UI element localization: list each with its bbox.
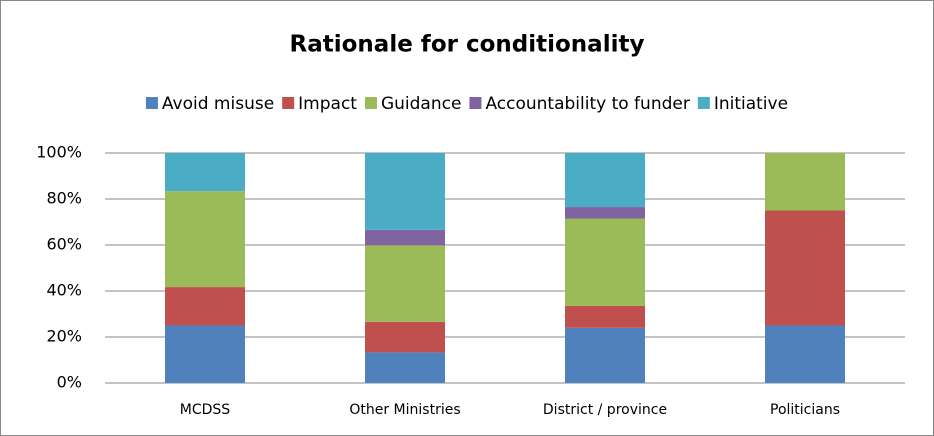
bar-segment xyxy=(765,325,845,383)
bar-segment xyxy=(765,153,845,211)
x-tick-label: Other Ministries xyxy=(349,402,460,418)
y-tick-label: 100% xyxy=(36,143,82,162)
bar-segment xyxy=(565,305,645,328)
legend-swatch xyxy=(469,97,482,109)
x-tick-label: Politicians xyxy=(770,402,840,418)
bar-segment xyxy=(165,153,245,192)
y-tick-label: 0% xyxy=(57,373,82,392)
legend-swatch xyxy=(364,97,377,109)
y-tick-label: 20% xyxy=(46,327,82,346)
bar-segment xyxy=(565,327,645,383)
y-tick-label: 40% xyxy=(46,281,82,300)
bar-segment xyxy=(365,321,445,353)
bar-segment xyxy=(165,325,245,383)
legend-label: Guidance xyxy=(381,94,461,114)
legend-swatch xyxy=(282,97,295,109)
bar-segment xyxy=(165,191,245,288)
legend-label: Impact xyxy=(298,94,357,114)
x-tick-label: MCDSS xyxy=(180,402,231,418)
bar-segment xyxy=(765,210,845,326)
bar-segment xyxy=(365,229,445,246)
y-tick-label: 80% xyxy=(46,189,82,208)
bar-segment xyxy=(365,245,445,322)
legend-swatch xyxy=(145,97,158,109)
y-tick-label: 60% xyxy=(46,235,82,254)
bar-segment xyxy=(565,153,645,208)
legend-label: Initiative xyxy=(714,94,788,114)
bar-segment xyxy=(565,207,645,219)
x-tick-label: District / province xyxy=(543,402,667,418)
bar-segment xyxy=(565,218,645,306)
bar-segment xyxy=(365,352,445,383)
legend-label: Avoid misuse xyxy=(162,94,274,114)
bar-segment xyxy=(365,153,445,230)
legend-label: Accountability to funder xyxy=(485,94,689,114)
bar-segment xyxy=(165,287,245,326)
legend-swatch xyxy=(697,97,710,109)
chart-title: Rationale for conditionality xyxy=(290,32,645,58)
